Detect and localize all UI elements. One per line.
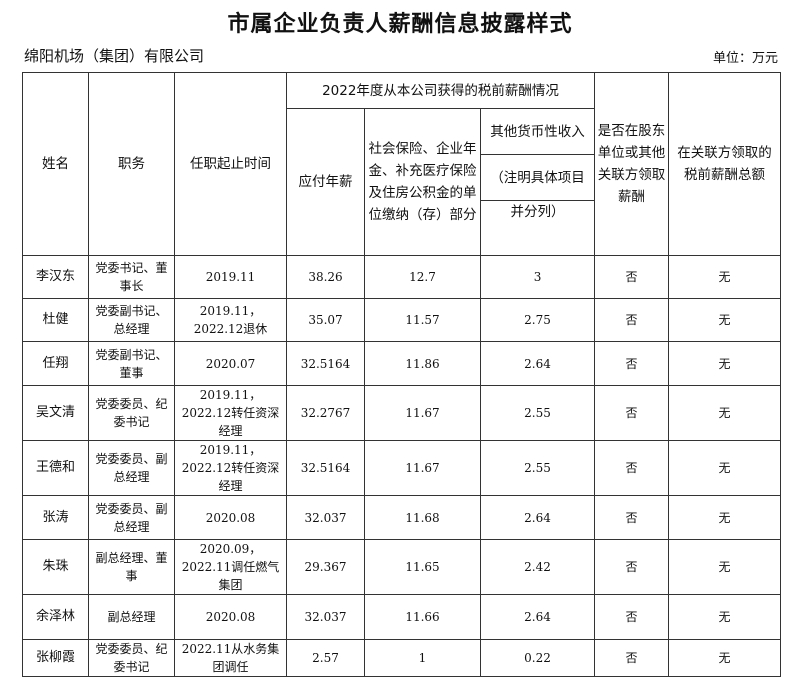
cell-other: 3 (479, 255, 596, 299)
cell-position: 党委委员、纪委书记 (88, 385, 175, 441)
cell-name: 张涛 (22, 495, 89, 540)
cell-insurance: 11.68 (364, 495, 481, 540)
table-row: 任翔 党委副书记、董事 2020.07 32.5164 11.86 2.64 否无 (22, 341, 782, 386)
cell-name: 杜健 (22, 298, 89, 342)
header-shareholder: 是否在股东单位或其他关联方领取薪酬 (594, 72, 670, 256)
cell-position: 党委副书记、董事 (88, 341, 175, 386)
unit-label: 单位：万元 (712, 51, 778, 66)
table-row: 朱珠 副总经理、董事 2020.09，2022.11调任燃气集团 29.367 11.6… (22, 539, 782, 595)
table-row: 杜健 党委副书记、总经理 2019.11，2022.12退休 35.07 11.57 2.… (22, 298, 782, 342)
header-term: 任职起止时间 (174, 72, 287, 256)
table-row: 张柳霞 党委委员、纪委书记 2022.11从水务集团调任 2.57 1 0.22 否无 (22, 639, 782, 677)
header-group: 2022年度从本公司获得的税前薪酬情况 (285, 72, 596, 109)
cell-other: 2.64 (479, 594, 596, 640)
cell-term: 2019.11，2022.12退休 (174, 298, 287, 342)
cell-term: 2020.08 (174, 594, 287, 640)
cell-salary: 32.5164 (286, 341, 365, 386)
cell-name: 朱珠 (22, 539, 89, 595)
header-other-3: 并分列） (479, 200, 596, 256)
cell-name: 王德和 (22, 440, 89, 496)
cell-insurance: 11.57 (364, 298, 481, 342)
header-position: 职务 (88, 72, 175, 256)
cell-name: 任翔 (22, 341, 89, 386)
cell-position: 党委委员、副总经理 (88, 495, 175, 540)
cell-term: 2019.11，2022.12转任资深经理 (174, 385, 287, 441)
header-related-total: 在关联方领取的税前薪酬总额 (668, 72, 782, 256)
cell-shareholder: 否 (594, 495, 670, 540)
cell-salary: 32.2767 (286, 385, 365, 441)
cell-position: 副总经理、董事 (88, 539, 175, 595)
cell-insurance: 12.7 (364, 255, 481, 299)
cell-position: 党委委员、纪委书记 (88, 639, 175, 677)
organization-name: 绵阳机场（集团）有限公司 (24, 47, 205, 65)
table-row: 王德和 党委委员、副总经理 2019.11，2022.12转任资深经理 32.5164… (22, 440, 782, 496)
cell-related: 无 (668, 385, 782, 441)
cell-term: 2020.07 (174, 341, 287, 386)
cell-shareholder: 否 (594, 594, 670, 640)
cell-term: 2019.11 (174, 255, 287, 299)
cell-other: 2.55 (479, 385, 596, 441)
cell-other: 2.55 (479, 440, 596, 496)
cell-insurance: 11.65 (364, 539, 481, 595)
cell-shareholder: 否 (594, 385, 670, 441)
cell-other: 0.22 (479, 639, 596, 677)
cell-other: 2.64 (479, 341, 596, 386)
cell-name: 李汉东 (22, 255, 89, 299)
cell-name: 余泽林 (22, 594, 89, 640)
table-row: 李汉东 党委书记、董事长 2019.11 38.26 12.7 3 否无 (22, 255, 782, 299)
cell-salary: 32.037 (286, 594, 365, 640)
cell-insurance: 11.67 (364, 440, 481, 496)
cell-salary: 35.07 (286, 298, 365, 342)
cell-position: 党委委员、副总经理 (88, 440, 175, 496)
cell-related: 无 (668, 495, 782, 540)
cell-position: 副总经理 (88, 594, 175, 640)
cell-salary: 32.037 (286, 495, 365, 540)
cell-other: 2.42 (479, 539, 596, 595)
cell-other: 2.64 (479, 495, 596, 540)
cell-insurance: 1 (364, 639, 481, 677)
cell-related: 无 (668, 341, 782, 386)
cell-salary: 2.57 (286, 639, 365, 677)
cell-salary: 29.367 (286, 539, 365, 595)
table-row: 吴文清 党委委员、纪委书记 2019.11，2022.12转任资深经理 32.2767… (22, 385, 782, 441)
header-insurance: 社会保险、企业年金、补充医疗保险及住房公积金的单位缴纳（存）部分 (364, 108, 481, 256)
cell-insurance: 11.67 (364, 385, 481, 441)
cell-shareholder: 否 (594, 298, 670, 342)
cell-other: 2.75 (479, 298, 596, 342)
cell-shareholder: 否 (594, 539, 670, 595)
header-other-1: 其他货币性收入 (479, 108, 596, 155)
table-row: 张涛 党委委员、副总经理 2020.08 32.037 11.68 2.64 否无 (22, 495, 782, 540)
cell-insurance: 11.66 (364, 594, 481, 640)
cell-related: 无 (668, 594, 782, 640)
cell-insurance: 11.86 (364, 341, 481, 386)
cell-related: 无 (668, 298, 782, 342)
cell-term: 2020.08 (174, 495, 287, 540)
cell-name: 张柳霞 (22, 639, 89, 677)
cell-term: 2019.11，2022.12转任资深经理 (174, 440, 287, 496)
header-name: 姓名 (22, 72, 89, 256)
table-row: 余泽林 副总经理 2020.08 32.037 11.66 2.64 否无 (22, 594, 782, 640)
salary-table: 姓名 职务 任职起止时间 2022年度从本公司获得的税前薪酬情况 是否在股东单位… (22, 72, 782, 677)
cell-salary: 38.26 (286, 255, 365, 299)
cell-term: 2022.11从水务集团调任 (174, 639, 287, 677)
cell-shareholder: 否 (594, 341, 670, 386)
cell-name: 吴文清 (22, 385, 89, 441)
cell-related: 无 (668, 440, 782, 496)
cell-position: 党委书记、董事长 (88, 255, 175, 299)
cell-related: 无 (668, 639, 782, 677)
cell-shareholder: 否 (594, 440, 670, 496)
header-other-2: （注明具体项目 (479, 154, 596, 201)
cell-shareholder: 否 (594, 639, 670, 677)
cell-position: 党委副书记、总经理 (88, 298, 175, 342)
cell-shareholder: 否 (594, 255, 670, 299)
cell-term: 2020.09，2022.11调任燃气集团 (174, 539, 287, 595)
cell-salary: 32.5164 (286, 440, 365, 496)
header-salary: 应付年薪 (286, 108, 365, 256)
cell-related: 无 (668, 539, 782, 595)
page-title: 市属企业负责人薪酬信息披露样式 (227, 11, 573, 37)
cell-related: 无 (668, 255, 782, 299)
